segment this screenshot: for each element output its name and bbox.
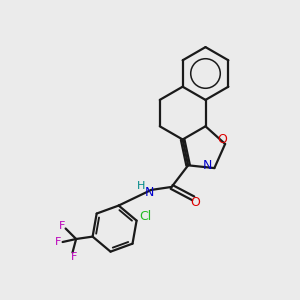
Text: O: O [190,196,200,209]
Text: N: N [203,160,212,172]
Text: O: O [217,133,227,146]
Text: H: H [136,181,145,191]
Text: F: F [55,237,61,247]
Text: Cl: Cl [139,210,151,223]
Text: F: F [71,252,77,262]
Text: N: N [145,186,154,200]
Text: F: F [59,221,65,231]
